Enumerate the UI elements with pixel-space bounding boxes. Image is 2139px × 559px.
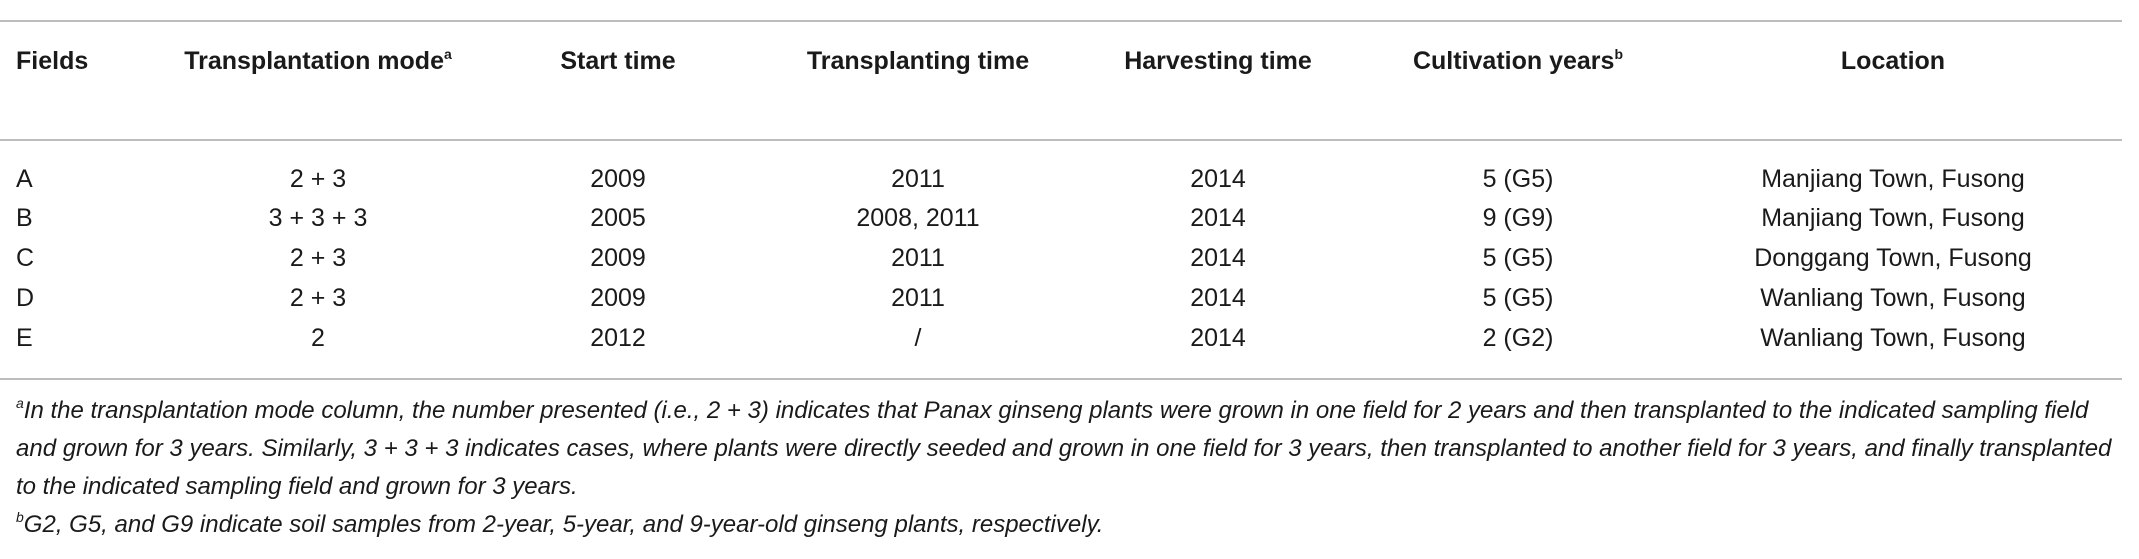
table-cell: B [16, 204, 33, 232]
table-cell: 2005 [590, 204, 646, 232]
table-cell: / [914, 324, 922, 352]
table-cell: 2008, 2011 [856, 204, 980, 232]
header-cell: Harvesting time [1068, 44, 1368, 78]
table-cell: 2011 [891, 284, 945, 312]
table-cell: 2014 [1190, 244, 1246, 272]
footnote: aIn the transplantation mode column, the… [16, 392, 2126, 506]
table-cell: D [16, 284, 35, 312]
header-cell: Start time [468, 44, 768, 78]
table-cell: 2014 [1190, 204, 1246, 232]
bottom-rule [0, 378, 2122, 380]
table-cell: 2 + 3 [289, 244, 347, 272]
table-cell: 2009 [590, 244, 646, 272]
top-rule [0, 20, 2122, 22]
table-cell: 5 (G5) [1482, 284, 1554, 312]
table-cell: Wanliang Town, Fusong [1760, 324, 2026, 352]
table-cell: Donggang Town, Fusong [1754, 244, 2032, 272]
table-cell: 2009 [590, 165, 646, 193]
header-text: Location [1840, 47, 1946, 75]
footnote-text: G2, G5, and G9 indicate soil samples fro… [23, 511, 1104, 538]
table-cell: A [16, 165, 33, 193]
table-cell: 2014 [1190, 324, 1246, 352]
table-cell: Manjiang Town, Fusong [1761, 204, 2025, 232]
footnote-marker: b [16, 509, 24, 525]
table-cell: 3 + 3 + 3 [268, 204, 368, 232]
header-cell: Location [1743, 44, 2043, 78]
footnotes: aIn the transplantation mode column, the… [16, 392, 2126, 544]
table-cell: 2009 [590, 284, 646, 312]
header-cell: Fields [16, 44, 88, 78]
header-cell: Transplanting time [768, 44, 1068, 78]
table-cell: 2012 [590, 324, 646, 352]
footnote-marker: b [1614, 46, 1623, 62]
table-cell: 2 + 3 [289, 165, 347, 193]
table-cell: 2 + 3 [289, 284, 347, 312]
table-cell: 2011 [891, 244, 945, 272]
table-cell: Wanliang Town, Fusong [1760, 284, 2026, 312]
footnote-marker: a [16, 395, 24, 411]
table-cell: E [16, 324, 33, 352]
footnote-marker: a [443, 46, 452, 62]
table-cell: 5 (G5) [1482, 244, 1554, 272]
table-cell: 9 (G9) [1482, 204, 1554, 232]
table-cell: Manjiang Town, Fusong [1761, 165, 2025, 193]
table-cell: C [16, 244, 35, 272]
table-cell: 2 (G2) [1482, 324, 1554, 352]
header-text: Transplantation mode [184, 47, 444, 75]
header-rule [0, 139, 2122, 141]
header-text: Cultivation years [1412, 47, 1615, 75]
table-cell: 2 [311, 324, 325, 352]
header-cell: Transplantation modea [168, 44, 468, 78]
footnote-text: In the transplantation mode column, the … [16, 397, 2112, 500]
table-cell: 2011 [891, 165, 945, 193]
header-text: Transplanting time [806, 47, 1030, 75]
header-cell: Cultivation yearsb [1368, 44, 1668, 78]
table-cell: 2014 [1190, 165, 1246, 193]
header-text: Fields [16, 47, 89, 75]
header-text: Harvesting time [1124, 47, 1312, 75]
table-cell: 5 (G5) [1482, 165, 1554, 193]
table-cell: 2014 [1190, 284, 1246, 312]
header-text: Start time [560, 47, 676, 75]
footnote: bG2, G5, and G9 indicate soil samples fr… [16, 506, 2126, 544]
